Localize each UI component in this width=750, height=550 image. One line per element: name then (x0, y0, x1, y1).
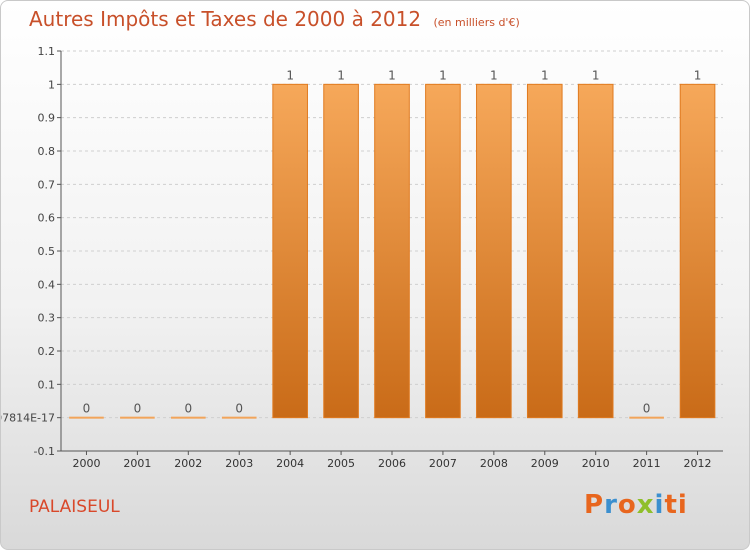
y-tick-label: 0.9 (38, 112, 56, 125)
x-tick-label: 2012 (684, 457, 712, 470)
x-tick-label: 2007 (429, 457, 457, 470)
y-tick-label: 0.6 (38, 212, 56, 225)
chart-title-text: Autres Impôts et Taxes de 2000 à 2012 (29, 7, 422, 31)
x-tick-label: 2001 (123, 457, 151, 470)
logo-letter: o (617, 490, 637, 520)
data-label: 0 (83, 402, 91, 416)
commune-name: PALAISEUL (29, 497, 120, 517)
x-tick-label: 2004 (276, 457, 304, 470)
y-tick-label: 1 (48, 78, 55, 91)
y-tick-label: 0.2 (38, 345, 56, 358)
bar (629, 416, 664, 419)
y-tick-label: -1.3877787807814E-17 (1, 412, 55, 425)
x-tick-label: 2008 (480, 457, 508, 470)
bars (69, 83, 716, 419)
y-tick-label: 1.1 (38, 45, 56, 58)
y-tick-label: -0.1 (34, 445, 55, 458)
y-tick-label: 0.7 (38, 178, 56, 191)
bar (374, 83, 410, 419)
y-tick-label: 0.1 (38, 378, 56, 391)
chart-unit: (en milliers d'€) (433, 16, 520, 29)
logo-letter: i (654, 490, 665, 520)
chart-title: Autres Impôts et Taxes de 2000 à 2012 (e… (29, 7, 520, 31)
x-tick-label: 2005 (327, 457, 355, 470)
x-axis-ticks: 2000 2001 2002 2003 2004 2005 2006 2007 2008 2009… (72, 451, 712, 470)
x-tick-label: 2002 (174, 457, 202, 470)
bar (272, 83, 308, 419)
data-labels: 0 0 0 0 1 1 1 1 1 1 1 0 1 (83, 68, 702, 415)
bar (476, 83, 512, 419)
x-tick-label: 2011 (633, 457, 661, 470)
bar (679, 83, 716, 419)
bar (323, 83, 359, 419)
y-tick-label: 0.3 (38, 312, 56, 325)
data-label: 0 (134, 402, 142, 416)
bar (69, 416, 104, 419)
data-label: 0 (643, 402, 651, 416)
data-label: 1 (592, 68, 600, 82)
y-tick-label: 0.8 (38, 145, 56, 158)
data-label: 1 (286, 68, 294, 82)
x-tick-label: 2000 (72, 457, 100, 470)
data-label: 0 (184, 402, 192, 416)
logo-letter: x (636, 490, 655, 520)
y-tick-label: 0.4 (38, 278, 56, 291)
bar (526, 83, 563, 419)
bar (425, 83, 461, 419)
y-tick-label: 0.5 (38, 245, 56, 258)
x-tick-label: 2009 (531, 457, 559, 470)
y-axis-ticks: -0.1 -1.3877787807814E-17 0.1 0.2 0.3 0.4 0.5 0… (1, 45, 61, 458)
x-tick-label: 2003 (225, 457, 253, 470)
x-tick-label: 2010 (582, 457, 610, 470)
logo-letter: r (604, 490, 618, 520)
x-tick-label: 2006 (378, 457, 406, 470)
data-label: 1 (439, 68, 447, 82)
proxiti-logo: Proxiti (584, 490, 688, 520)
data-label: 1 (388, 68, 396, 82)
data-label: 1 (490, 68, 498, 82)
bar (170, 416, 206, 419)
data-label: 0 (235, 402, 243, 416)
bar (120, 416, 155, 419)
logo-letter: ti (664, 490, 688, 520)
data-label: 1 (694, 68, 702, 82)
bar (221, 416, 257, 419)
bar (577, 83, 614, 419)
data-label: 1 (541, 68, 549, 82)
data-label: 1 (337, 68, 345, 82)
logo-letter: P (584, 490, 605, 520)
